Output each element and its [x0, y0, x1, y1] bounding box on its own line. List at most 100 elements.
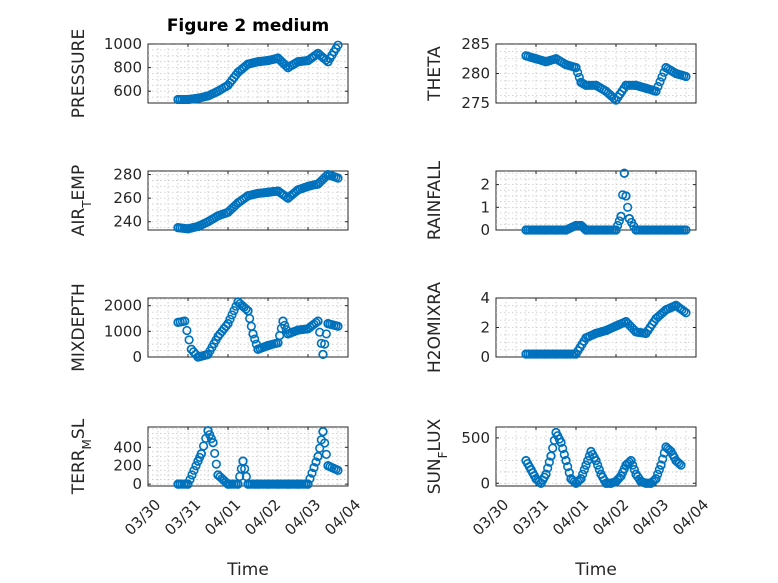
grid	[148, 427, 348, 486]
data-point	[321, 329, 331, 339]
subplot-pressure: 600 800 1000 PRESSURE	[69, 29, 349, 118]
y-axis-label: RAINFALL	[425, 160, 445, 240]
y-tick-label: 280	[461, 65, 490, 83]
data-point	[311, 457, 321, 467]
data-point	[571, 62, 581, 73]
data-point	[626, 455, 636, 466]
data-point	[208, 438, 218, 448]
data-point	[559, 449, 569, 460]
data-point	[558, 443, 568, 454]
y-tick-label: 2000	[104, 297, 142, 315]
series-markers	[521, 427, 686, 488]
y-axis-label-text: AIR	[69, 208, 89, 237]
y-tick-label: 285	[461, 35, 490, 53]
y-axis-label-subscript: M	[80, 439, 94, 449]
data-point	[303, 479, 313, 489]
data-point	[578, 469, 588, 479]
y-axis-label-text: SUN	[425, 458, 445, 494]
data-point	[210, 448, 220, 459]
data-point	[229, 305, 239, 316]
series-markers	[173, 169, 343, 234]
y-tick-label: 0	[132, 348, 142, 366]
data-point	[563, 462, 573, 472]
y-axis-label-text: PRESSURE	[69, 29, 89, 118]
y-tick-label: 240	[113, 213, 142, 231]
data-point	[674, 459, 684, 469]
figure-title: Figure 2 medium	[167, 16, 329, 36]
y-tick-label: 280	[113, 166, 142, 184]
data-point	[318, 427, 328, 437]
y-tick-label: 800	[113, 59, 142, 77]
y-tick-label: 0	[480, 221, 490, 239]
y-tick-label: 1	[480, 198, 490, 216]
data-point	[333, 40, 343, 50]
y-axis-label-text: H2OMIXRA	[425, 282, 445, 373]
data-point	[621, 191, 631, 201]
data-point	[223, 319, 233, 329]
y-tick-label: 0	[480, 348, 490, 366]
subplot-h2omixra: 0 2 4 H2OMIXRA	[425, 282, 697, 373]
series-markers	[521, 168, 691, 235]
x-axis-label-right: Time	[574, 560, 617, 580]
data-point	[681, 71, 691, 82]
data-point	[320, 438, 330, 448]
data-point	[191, 461, 201, 471]
data-point	[187, 470, 197, 480]
y-tick-label: 2	[480, 176, 490, 194]
data-point	[573, 67, 583, 78]
y-tick-label: 200	[113, 457, 142, 475]
data-point	[182, 325, 192, 336]
data-point	[656, 460, 666, 470]
data-point	[655, 77, 665, 87]
y-axis-label-text: SL	[69, 418, 89, 439]
series-markers	[173, 40, 343, 105]
data-point	[653, 81, 663, 92]
data-point	[651, 474, 661, 484]
data-point	[307, 468, 317, 478]
data-point	[679, 306, 689, 316]
data-point	[333, 321, 343, 331]
data-point	[654, 465, 664, 475]
data-point	[681, 225, 691, 235]
data-point	[313, 451, 323, 462]
y-axis-label-text: THETA	[425, 46, 445, 102]
data-point	[609, 93, 619, 103]
data-point	[186, 344, 196, 354]
subplot-theta: 275 280 285 THETA	[425, 35, 697, 112]
data-point	[281, 192, 291, 202]
data-point	[614, 216, 624, 226]
y-axis-label-text: LUX	[425, 418, 445, 451]
y-tick-label: 1000	[104, 322, 142, 340]
y-axis-label: MIXDEPTH	[69, 283, 89, 372]
data-point	[183, 479, 193, 489]
y-tick-label: 400	[113, 438, 142, 456]
subplot-air-temp: 240 260 280 AIRTEMP	[69, 165, 349, 237]
data-point	[311, 318, 321, 328]
data-point	[250, 334, 260, 344]
y-tick-label: 260	[113, 189, 142, 207]
data-point	[313, 316, 323, 326]
y-axis-label: THETA	[425, 46, 445, 102]
data-point	[591, 455, 601, 466]
y-axis-label: H2OMIXRA	[425, 282, 445, 373]
data-point	[225, 314, 235, 324]
data-point	[315, 443, 325, 453]
data-point	[321, 449, 331, 459]
data-point	[579, 465, 589, 475]
data-point	[221, 321, 231, 331]
subplot-rainfall: 0 1 2 RAINFALL	[425, 160, 697, 240]
data-point	[227, 310, 237, 320]
data-point	[651, 86, 661, 96]
data-point	[564, 468, 574, 478]
x-axis-label-left: Time	[226, 560, 269, 580]
y-tick-label: 4	[480, 289, 490, 307]
series-markers	[173, 426, 343, 489]
data-point	[280, 320, 290, 330]
y-axis-label-subscript: T	[80, 200, 94, 209]
subplot-mixdepth: 0 1000 2000 MIXDEPTH	[69, 283, 349, 372]
y-axis-label: TERRMSL	[69, 418, 94, 495]
data-point	[657, 72, 667, 82]
grid	[148, 171, 348, 230]
y-tick-label: 600	[113, 82, 142, 100]
